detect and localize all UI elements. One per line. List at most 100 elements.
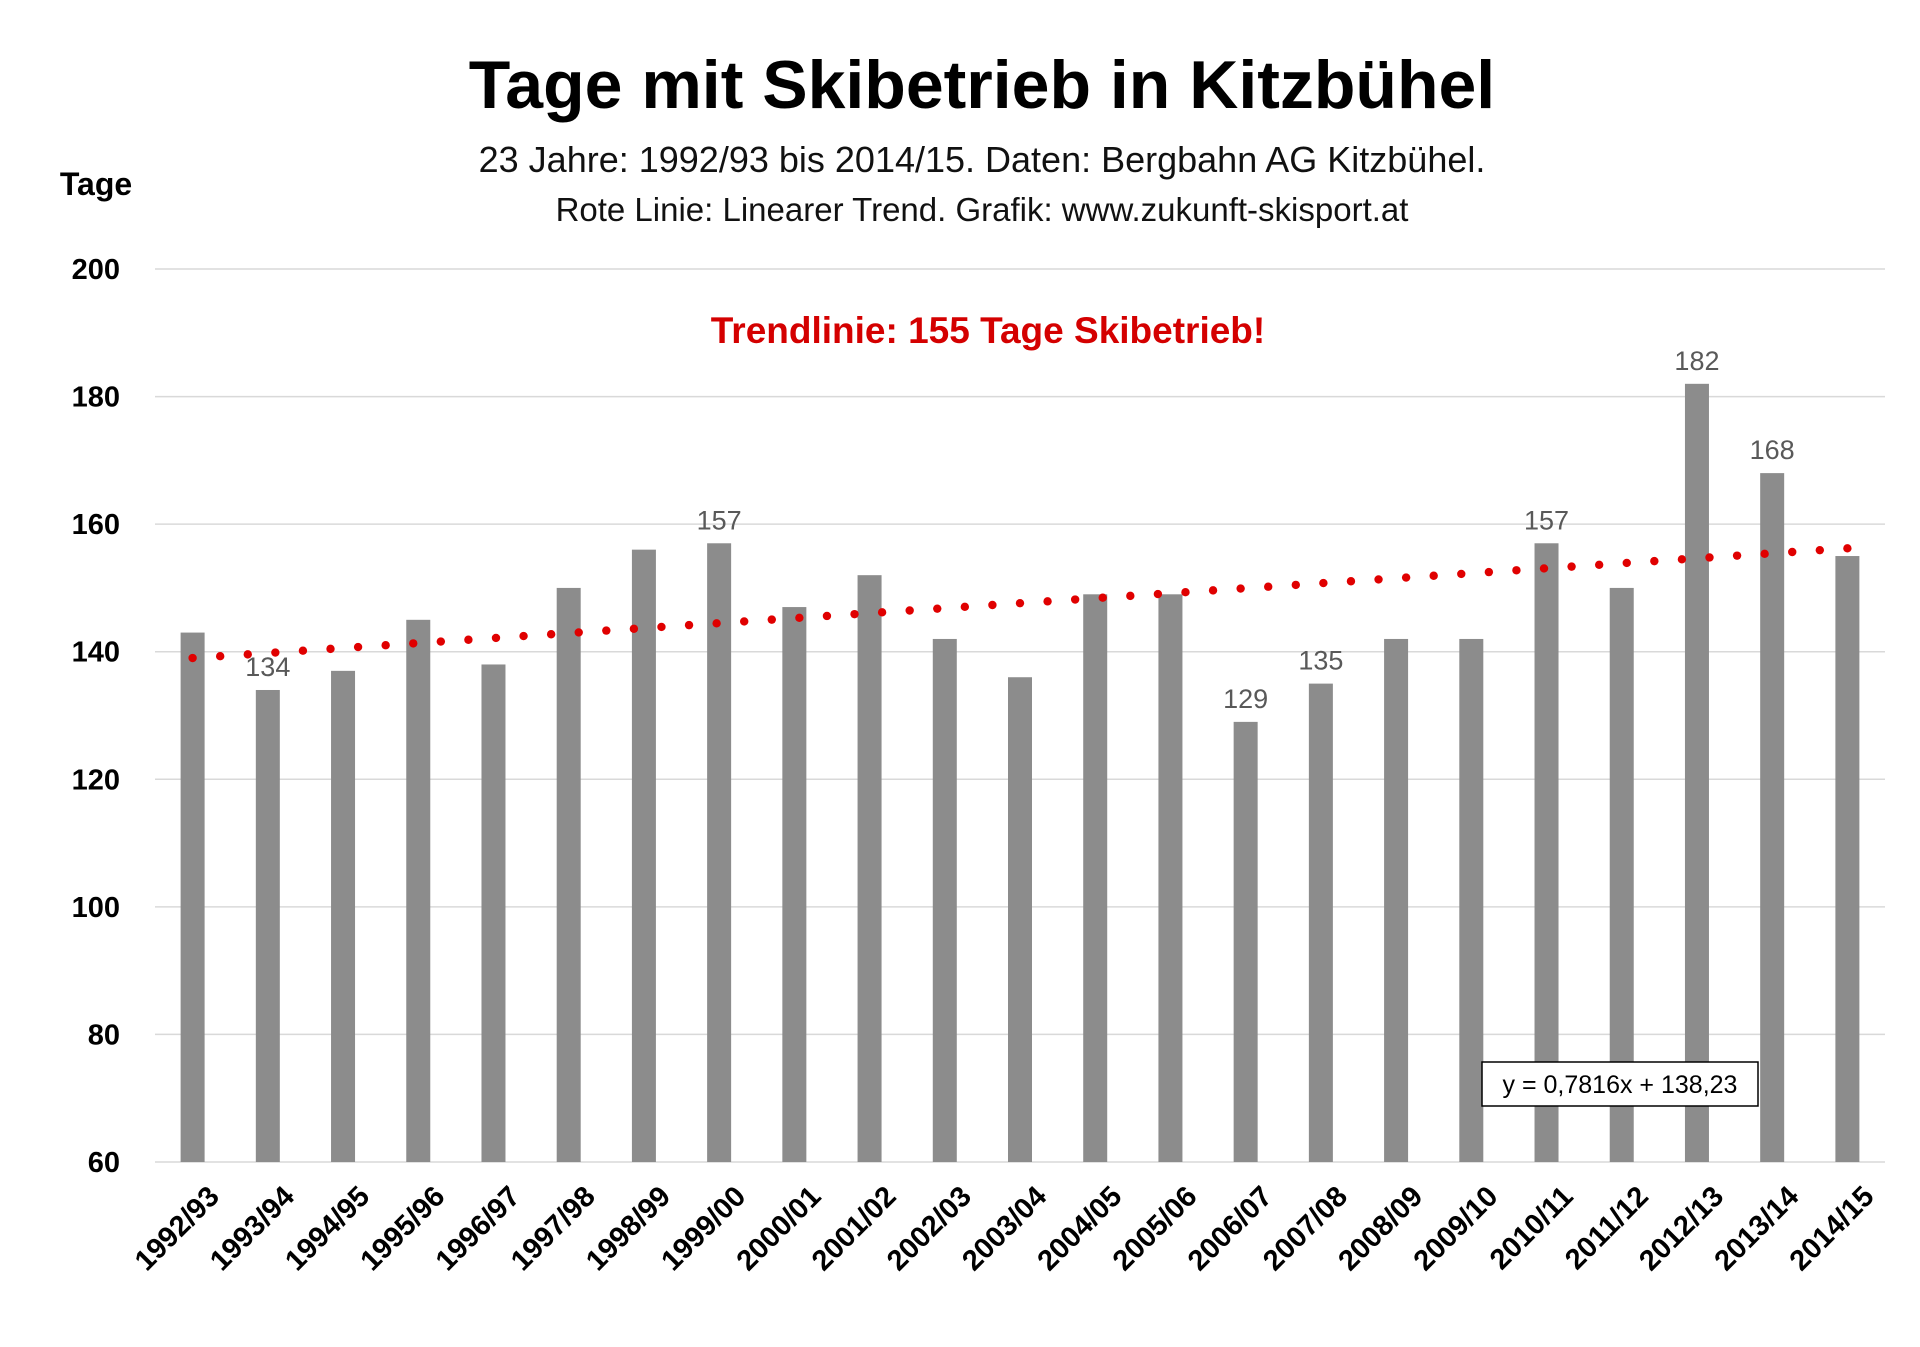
trendline-dot [1677,555,1687,564]
trendline-dot [1374,575,1383,584]
trendline-dot [271,648,280,657]
bar-2000-01 [782,607,807,1162]
trendline-dot [326,644,335,654]
data-label: 157 [1524,505,1569,535]
trendline-dot [629,624,639,633]
bar-2010-11 [1534,543,1559,1162]
trendline-dot [740,617,749,626]
y-axis-label: Tage [60,166,132,202]
trendline [188,544,1852,663]
trendline-dot [298,646,308,655]
trendline-dot [1429,571,1438,580]
y-tick-label: 160 [72,509,120,541]
bar-2004-05 [1083,594,1108,1162]
bar-2003-04 [1008,677,1032,1162]
trendline-dot [353,642,363,652]
trendline-dot [1236,584,1245,593]
chart-subtitle-2: Rote Linie: Linearer Trend. Grafik: www.… [556,191,1409,228]
y-tick-label: 120 [72,764,120,796]
trendline-dot [546,630,556,639]
trendline-dot [1319,578,1328,588]
trendline-dot [1208,586,1218,595]
trendline-dot [1843,544,1852,553]
trendline-dot [1650,556,1659,566]
trendline-dot [877,608,887,617]
bar-1993-94 [255,689,280,1162]
trendline-dot [519,631,528,641]
trendline-dot [850,609,859,619]
trendline-dot [1181,588,1190,597]
trendline-dot [1732,551,1742,560]
trendline-dot [822,611,832,621]
y-tick-label: 100 [72,892,120,924]
trendline-dot [602,626,611,635]
trendline-dot [1070,595,1080,604]
trendline-dot [574,628,583,637]
trendline-dot [464,635,473,644]
trendline-dot [712,619,721,628]
trendline-dot [1815,545,1825,555]
y-tick-label: 80 [88,1019,120,1051]
bar-2013-14 [1760,473,1785,1163]
trendline-dot [409,639,418,648]
x-tick-label: 2009/10 [1408,1180,1505,1277]
trendline-equation: y = 0,7816x + 138,23 [1503,1071,1738,1099]
x-tick-label: 2010/11 [1484,1180,1580,1276]
trendline-dot [1153,589,1163,599]
trendline-dot [1126,591,1135,601]
trendline-dot [1788,547,1797,557]
trendline-dot [381,641,390,650]
trendline-dot [1015,598,1025,608]
trendline-dot [684,620,694,630]
bar-1995-96 [406,619,431,1162]
data-label: 182 [1674,346,1719,376]
trendline-dot [1622,558,1631,568]
bar-2009-10 [1459,638,1484,1162]
trendline-dot [1401,573,1411,582]
trendline-dot [491,633,501,643]
trendline-dot [657,622,666,632]
trendline-dot [1567,562,1576,571]
trendline-dot [1705,553,1714,562]
chart-subtitle: 23 Jahre: 1992/93 bis 2014/15. Daten: Be… [479,139,1486,180]
trendline-equation-box: y = 0,7816x + 138,23 [1481,1061,1759,1107]
data-label: 134 [245,652,290,682]
data-label: 157 [697,505,742,535]
chart-title: Tage mit Skibetrieb in Kitzbühel [469,47,1495,123]
trendline-dot [905,606,914,615]
trendline-dot [1457,569,1466,579]
trendline-dot [1594,560,1604,569]
bar-1996-97 [481,664,506,1162]
bar-2006-07 [1233,721,1258,1162]
y-tick-label: 60 [88,1147,120,1179]
bar-2014-15 [1835,556,1860,1162]
equation-box-border [1481,1061,1759,1107]
y-tick-label: 200 [72,254,120,286]
trendline-dot [988,600,997,610]
trendline-dot [933,604,942,613]
bar-2005-06 [1158,594,1183,1162]
bar-2008-09 [1384,638,1409,1162]
trendline-dot [795,613,804,623]
trendline-dot [960,602,970,612]
bar-2001-02 [857,575,882,1162]
trendline-dot [1043,597,1052,606]
bar-2012-13 [1684,383,1709,1162]
bar-1999-00 [707,543,732,1162]
bar-1994-95 [331,670,356,1162]
y-tick-label: 140 [72,637,120,669]
data-label: 135 [1298,646,1343,676]
bar-1992-93 [180,632,205,1162]
trendline-dot [1098,593,1107,602]
y-tick-labels: 60 80 100 120 140 160 180 200 [72,254,120,1179]
trendline-dot [1291,580,1300,590]
trendline-dot [215,651,225,661]
trendline-dot [188,653,197,663]
trendline-dot [1484,567,1494,577]
y-tick-label: 180 [72,382,120,414]
x-tick-label: 2014/15 [1784,1180,1881,1277]
trendline-dot [1760,549,1769,559]
trendline-dot [1264,582,1273,591]
bar-2007-08 [1308,683,1333,1162]
